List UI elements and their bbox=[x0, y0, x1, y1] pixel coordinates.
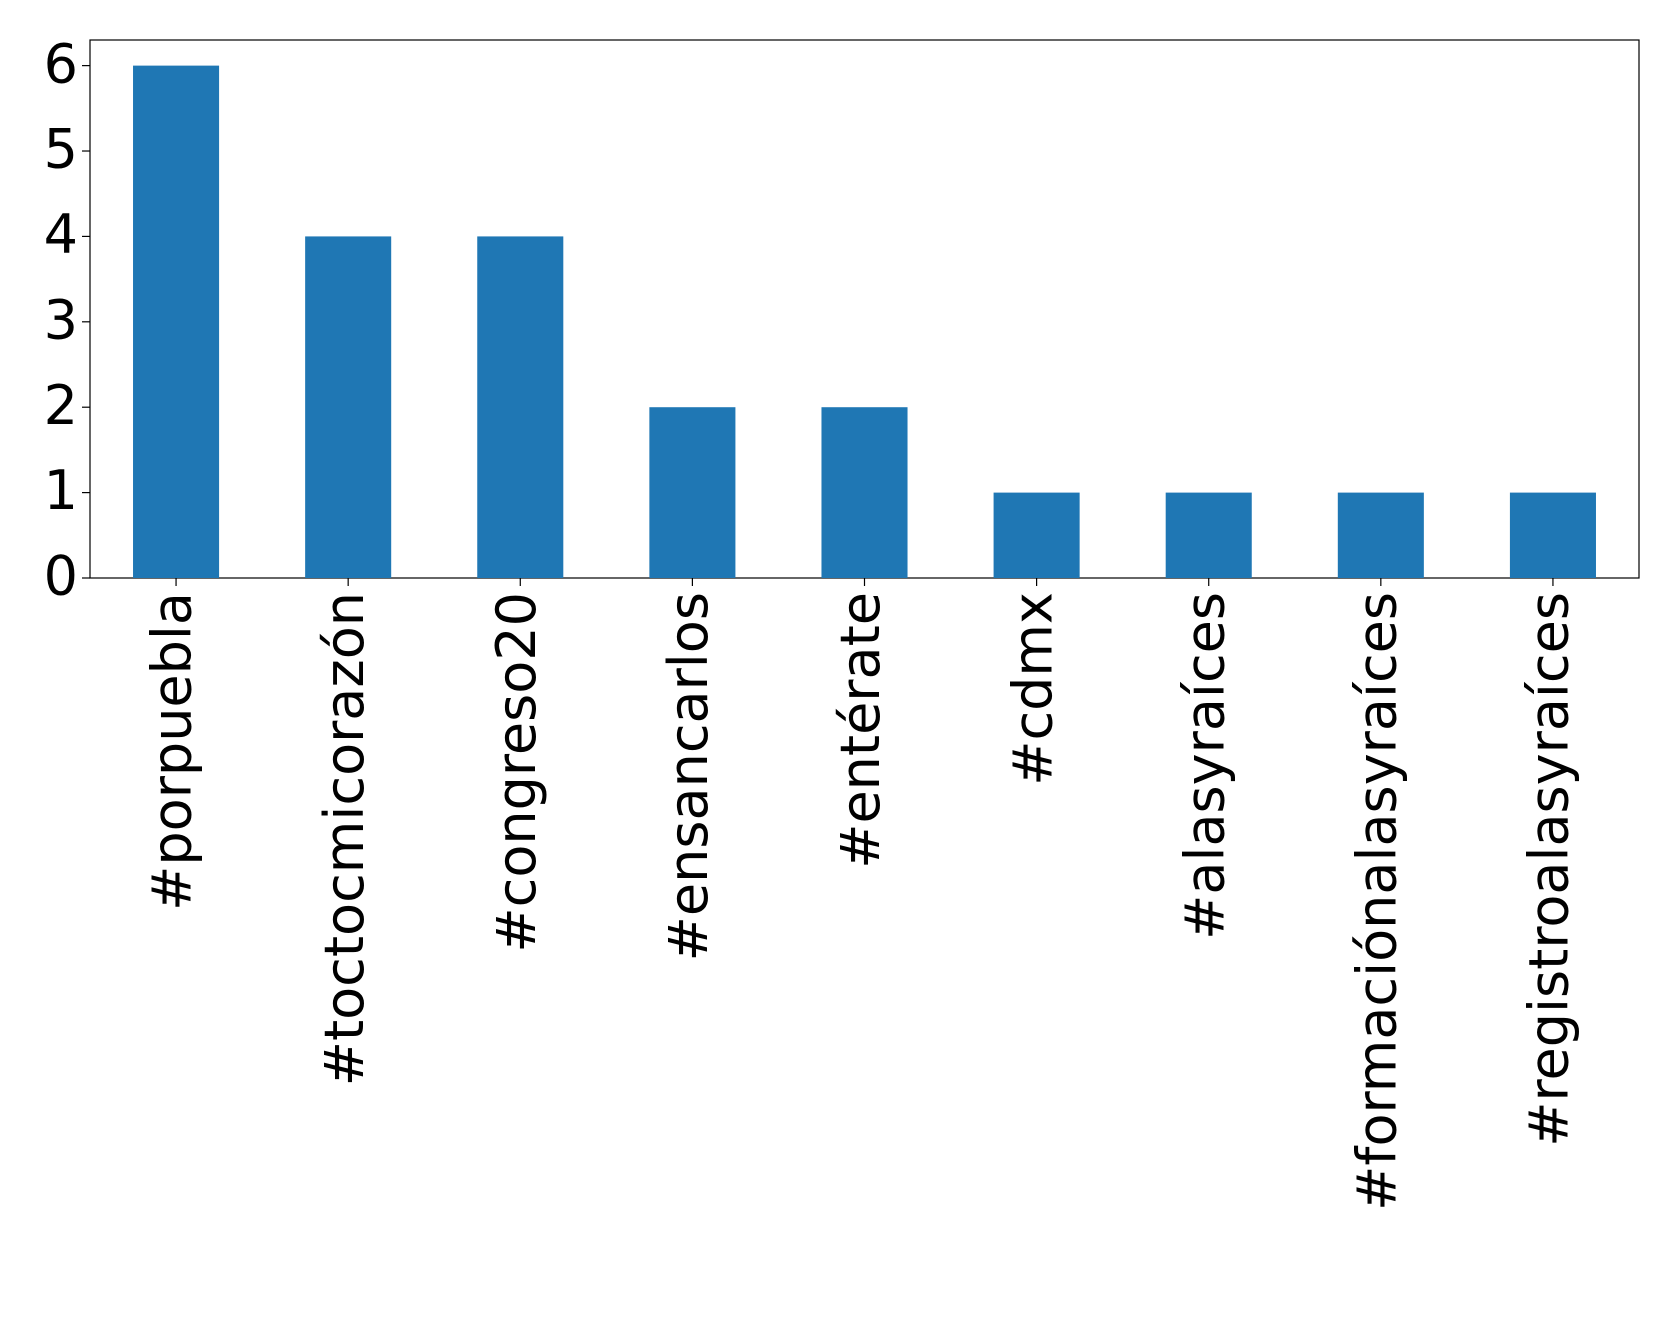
bar bbox=[133, 65, 220, 579]
x-tick-label: #entérate bbox=[829, 592, 892, 869]
bar bbox=[1337, 492, 1424, 578]
y-tick-label: 2 bbox=[44, 374, 78, 437]
y-tick-label: 5 bbox=[44, 118, 78, 181]
x-tick-label: #alasyraíces bbox=[1173, 592, 1236, 940]
x-tick-label: #formaciónalasyraíces bbox=[1345, 592, 1408, 1211]
bar bbox=[821, 407, 908, 578]
x-tick-label: #ensancarlos bbox=[657, 592, 720, 961]
y-tick-label: 3 bbox=[44, 288, 78, 351]
y-tick-label: 1 bbox=[44, 459, 78, 522]
x-tick-label: #porpuebla bbox=[141, 592, 204, 911]
bar bbox=[649, 407, 736, 578]
bar bbox=[1509, 492, 1596, 578]
y-tick-label: 0 bbox=[44, 545, 78, 608]
bar bbox=[993, 492, 1080, 578]
y-tick-label: 4 bbox=[44, 203, 78, 266]
bar bbox=[1165, 492, 1252, 578]
bar bbox=[477, 236, 564, 578]
x-tick-label: #registroalasyraíces bbox=[1518, 592, 1581, 1147]
x-tick-label: #toctocmicorazón bbox=[313, 592, 376, 1086]
x-tick-label: #congreso20 bbox=[485, 592, 548, 953]
x-tick-label: #cdmx bbox=[1001, 592, 1064, 786]
bar bbox=[305, 236, 392, 578]
y-tick-label: 6 bbox=[44, 32, 78, 95]
